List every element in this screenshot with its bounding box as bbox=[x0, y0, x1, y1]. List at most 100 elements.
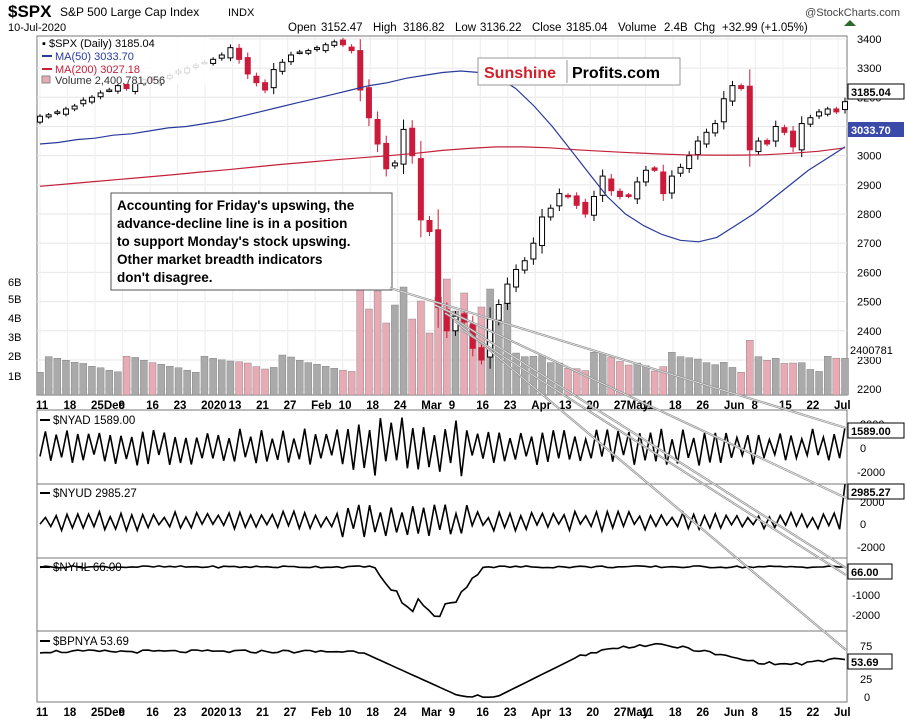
candle-body bbox=[625, 194, 632, 198]
x-axis-label: 11 bbox=[641, 707, 654, 719]
candle-body bbox=[288, 54, 295, 63]
x-axis-label: 16 bbox=[146, 400, 159, 412]
logo-sunshine: Sunshine bbox=[484, 65, 556, 82]
value-flags: 3185.04 3033.70 2400781 1589.00 2985.27 … bbox=[847, 83, 906, 670]
nyud-flag bbox=[847, 483, 905, 500]
candle-body bbox=[746, 85, 753, 151]
legend-price-text: $SPX (Daily) 3185.04 bbox=[49, 38, 155, 50]
volume-bar bbox=[183, 370, 191, 396]
legend-bg bbox=[40, 38, 210, 84]
legend-price: ▪ $SPX (Daily) 3185.04 bbox=[42, 38, 155, 50]
bpnya-flag-value: 53.69 bbox=[851, 657, 879, 669]
price-tick-label: 2900 bbox=[857, 180, 881, 192]
x-axis-label: Apr bbox=[531, 400, 551, 412]
candle-body bbox=[80, 99, 87, 105]
volume-bar bbox=[763, 360, 771, 396]
candle-body bbox=[798, 123, 805, 151]
legend-ma50: MA(50) 3033.70 bbox=[55, 51, 134, 63]
chg-label: Chg bbox=[694, 22, 715, 34]
volume-bar bbox=[157, 364, 165, 396]
sunshine-profits-logo: Sunshine Profits.com bbox=[477, 57, 681, 86]
nyhl-flag-value: 66.00 bbox=[851, 567, 879, 579]
price-tick-label: 3000 bbox=[857, 151, 881, 163]
candle-body bbox=[391, 162, 398, 167]
volume-bar bbox=[598, 353, 607, 396]
candle-body bbox=[530, 242, 537, 260]
candle-body bbox=[227, 47, 234, 59]
chg-value: +32.99 (+1.05%) bbox=[722, 22, 808, 34]
x-axis-label: 23 bbox=[504, 400, 517, 412]
nyhl-flag bbox=[847, 563, 893, 580]
x-axis-label: 13 bbox=[559, 400, 572, 412]
candle-body bbox=[435, 229, 442, 308]
volume-bar bbox=[616, 361, 624, 396]
annotation-box bbox=[110, 192, 393, 291]
x-axis-label: 22 bbox=[806, 400, 819, 412]
volume-bar bbox=[815, 371, 823, 396]
x-axis-label: 23 bbox=[504, 707, 517, 719]
x-axis-label: Mar bbox=[421, 400, 442, 412]
nyud-flag-value: 2985.27 bbox=[851, 487, 891, 499]
candle-body bbox=[833, 108, 840, 113]
candle-body bbox=[816, 111, 823, 117]
x-axis-label: Jul bbox=[834, 707, 851, 719]
price-flag-value: 3185.04 bbox=[851, 87, 892, 99]
nyhl-panel-frame bbox=[36, 557, 848, 632]
nyad-tick-0: 0 bbox=[860, 443, 866, 455]
x-axis-label: 23 bbox=[174, 400, 187, 412]
volume-bar bbox=[581, 370, 590, 396]
x-axis-label: 26 bbox=[696, 400, 709, 412]
x-axis-label: 21 bbox=[256, 707, 269, 719]
volume-bar bbox=[642, 365, 650, 396]
candle-body bbox=[400, 128, 407, 165]
candle-body bbox=[114, 85, 121, 92]
candle-body bbox=[565, 194, 572, 198]
x-axis-label: Mar bbox=[421, 707, 442, 719]
x-axis-label: 25Dec bbox=[91, 400, 125, 412]
logo-profits: Profits.com bbox=[572, 65, 660, 82]
bpnya-y-ticks: 75 50 25 0 bbox=[860, 641, 872, 704]
price-legend: ▪ $SPX (Daily) 3185.04 MA(50) 3033.70 MA… bbox=[40, 38, 210, 87]
copyright-text: @StockCharts.com bbox=[805, 7, 900, 19]
x-axis-label: 13 bbox=[559, 707, 572, 719]
bpnya-panel-frame bbox=[36, 630, 848, 703]
bpnya-tick-25: 25 bbox=[860, 674, 872, 686]
nyad-flag bbox=[847, 422, 905, 439]
candle-body bbox=[694, 140, 701, 155]
volume-legend-swatch bbox=[41, 75, 51, 84]
low-label: Low bbox=[455, 22, 477, 34]
nyud-tick-0: 0 bbox=[860, 519, 866, 531]
candle-body bbox=[660, 171, 667, 195]
volume-bar bbox=[70, 362, 79, 396]
volume-bar bbox=[218, 359, 226, 396]
x-axis-label: 13 bbox=[229, 400, 242, 412]
volume-bar bbox=[88, 366, 96, 396]
volume-bar bbox=[399, 286, 408, 396]
volume-y-ticks: 1B 2B 3B 4B 5B 6B bbox=[8, 277, 21, 383]
volume-flag bbox=[848, 343, 906, 357]
volume-bar bbox=[373, 290, 382, 396]
x-axis-label: 13 bbox=[229, 707, 242, 719]
volume-bar bbox=[711, 364, 719, 396]
x-axis-label: 8 bbox=[751, 400, 758, 412]
ma50-flag bbox=[848, 122, 904, 137]
annotation-line-4: Other market breadth indicators bbox=[117, 252, 323, 267]
volume-bar bbox=[313, 364, 321, 396]
annotation-line-3: to support Monday's stock upswing. bbox=[117, 234, 350, 249]
volume-bar bbox=[261, 368, 269, 396]
volume-bar bbox=[780, 363, 789, 396]
candle-body bbox=[357, 50, 364, 91]
candle-body bbox=[582, 201, 589, 215]
volume-bar bbox=[356, 276, 364, 396]
annotation-line-5: don't disagree. bbox=[117, 270, 212, 285]
annotation-arrow-highlight bbox=[461, 329, 847, 576]
x-axis-label: Jun bbox=[724, 707, 744, 719]
candle-body bbox=[513, 268, 520, 288]
low-value: 3136.22 bbox=[480, 22, 522, 34]
nyad-line bbox=[39, 417, 846, 477]
nyhl-tick-neg1000: -1000 bbox=[852, 590, 880, 602]
volume-bar bbox=[200, 356, 209, 396]
legend-volume: Volume 2,400,781,056 bbox=[55, 75, 165, 87]
candle-body bbox=[755, 140, 762, 153]
